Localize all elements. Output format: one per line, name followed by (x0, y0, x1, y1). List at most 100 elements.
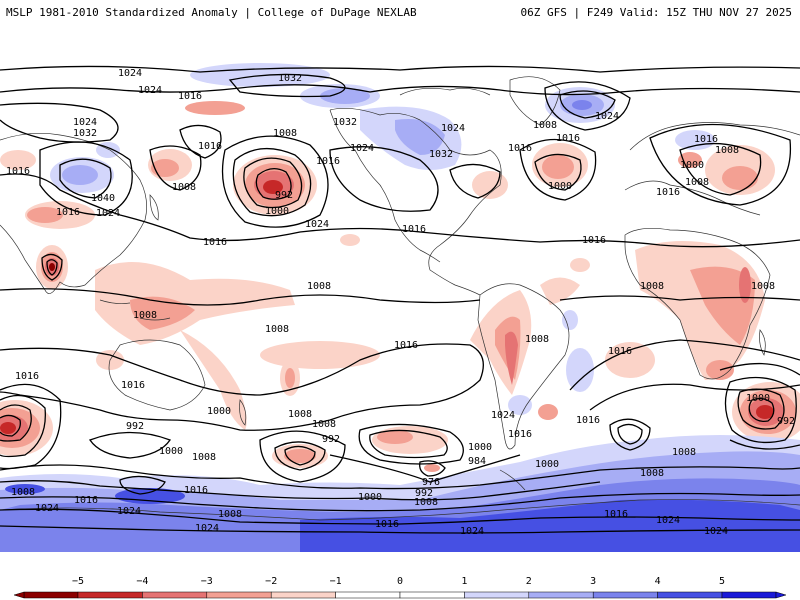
isobar-label: 1032 (333, 117, 357, 128)
isobar-label: 1024 (96, 208, 120, 219)
anomaly-region (566, 348, 594, 392)
isobar-label: 1040 (91, 193, 115, 204)
coastlines (0, 76, 800, 521)
isobar (0, 394, 46, 458)
isobar-label: 1024 (491, 410, 515, 421)
isobar (0, 288, 481, 306)
isobar (255, 168, 292, 200)
isobar-label: 1016 (56, 207, 80, 218)
isobar-label: 1024 (704, 526, 728, 537)
anomaly-region (505, 331, 518, 385)
isobar-label: 1000 (680, 160, 704, 171)
colorbar-tick-label: 3 (590, 576, 596, 587)
isobar-label: 1000 (358, 492, 382, 503)
isobar (559, 295, 800, 301)
isobar-label: 1016 (656, 187, 680, 198)
isobar-label: 1000 (159, 446, 183, 457)
anomaly-region (62, 165, 98, 185)
isobar-label: 1016 (74, 495, 98, 506)
isobar (729, 439, 800, 450)
anomaly-region (260, 341, 380, 369)
coastline (108, 339, 206, 411)
anomaly-region (320, 88, 370, 104)
isobar-label: 1008 (685, 177, 709, 188)
isobar-label: 1008 (414, 497, 438, 508)
isobar-contours (0, 65, 800, 534)
anomaly-region (27, 207, 63, 223)
isobar-label: 1016 (694, 134, 718, 145)
isobar (369, 429, 448, 459)
anomaly-region (300, 499, 800, 552)
isobar-label: 1024 (350, 143, 374, 154)
colorbar-segment (721, 591, 777, 599)
isobar (0, 480, 601, 501)
colorbar-segment (528, 591, 594, 599)
isobar (519, 138, 597, 201)
isobar-label: 1008 (11, 487, 35, 498)
isobar-label: 1008 (533, 120, 557, 131)
isobar-label: 1024 (117, 506, 141, 517)
isobar-label: 992 (322, 434, 340, 445)
anomaly-region (340, 234, 360, 246)
isobar (559, 90, 616, 119)
isobar-label: 992 (275, 190, 293, 201)
coastline (329, 109, 441, 263)
isobar-label: 976 (422, 477, 440, 488)
isobar-label: 984 (468, 456, 486, 467)
isobar (284, 445, 316, 466)
coastline (329, 108, 502, 296)
isobar (748, 397, 775, 423)
isobar-label: 1008 (525, 334, 549, 345)
isobar-label: 1008 (312, 419, 336, 430)
anomaly-region (263, 180, 283, 194)
anomaly-region (130, 296, 195, 330)
isobar (232, 147, 312, 217)
header: MSLP 1981-2010 Standardized Anomaly | Co… (0, 0, 800, 40)
isobar (41, 253, 63, 281)
anomaly-region (739, 267, 751, 303)
anomaly-region (678, 152, 702, 168)
isobar-label: 1032 (278, 73, 302, 84)
anomaly-region (472, 171, 508, 199)
isobar (46, 259, 58, 276)
anomaly-region (424, 464, 440, 472)
isobar-label: 1016 (198, 141, 222, 152)
anomaly-region (180, 330, 247, 430)
anomaly-region (605, 342, 655, 378)
colorbar-tick-label: 1 (461, 576, 467, 587)
coastline (399, 88, 491, 96)
model-run-info: 06Z GFS | F249 Valid: 15Z THU NOV 27 202… (520, 6, 792, 19)
anomaly-region (377, 430, 413, 444)
isobar-label: 1016 (608, 346, 632, 357)
isobar-label: 1000 (548, 181, 572, 192)
isobar-label: 1016 (604, 509, 628, 520)
positive-anomaly-shading (0, 63, 800, 552)
isobar-label: 1008 (672, 447, 696, 458)
isobar (617, 423, 643, 445)
coastline (0, 499, 800, 521)
anomaly-region (185, 101, 245, 115)
isobar-label: 1000 (468, 442, 492, 453)
isobar (329, 454, 521, 483)
isobar-label: 1024 (305, 219, 329, 230)
colorbar-max-cap (775, 591, 787, 599)
colorbar-segment (592, 591, 658, 599)
anomaly-region (0, 150, 36, 170)
isobar-label: 1016 (402, 224, 426, 235)
isobar-label: 1024 (138, 85, 162, 96)
colorbar-tick-label: 5 (719, 576, 725, 587)
colorbar-segment (206, 591, 272, 599)
colorbar-segment (77, 591, 143, 599)
isobar (259, 430, 346, 483)
isobar-label: 1000 (207, 406, 231, 417)
isobar-label: 1024 (73, 117, 97, 128)
map-panel: 1024 1032 1024 1016 1024 1032 1008 1032 1024 1008… (0, 40, 800, 552)
isobar-label: 1000 (265, 206, 289, 217)
isobar-label: 1016 (508, 143, 532, 154)
isobar (0, 102, 119, 143)
colorbar-tick-label: 0 (397, 576, 403, 587)
isobar-label: 1024 (595, 111, 619, 122)
isobar (221, 135, 329, 228)
colorbar-tick-label: −4 (136, 576, 148, 587)
